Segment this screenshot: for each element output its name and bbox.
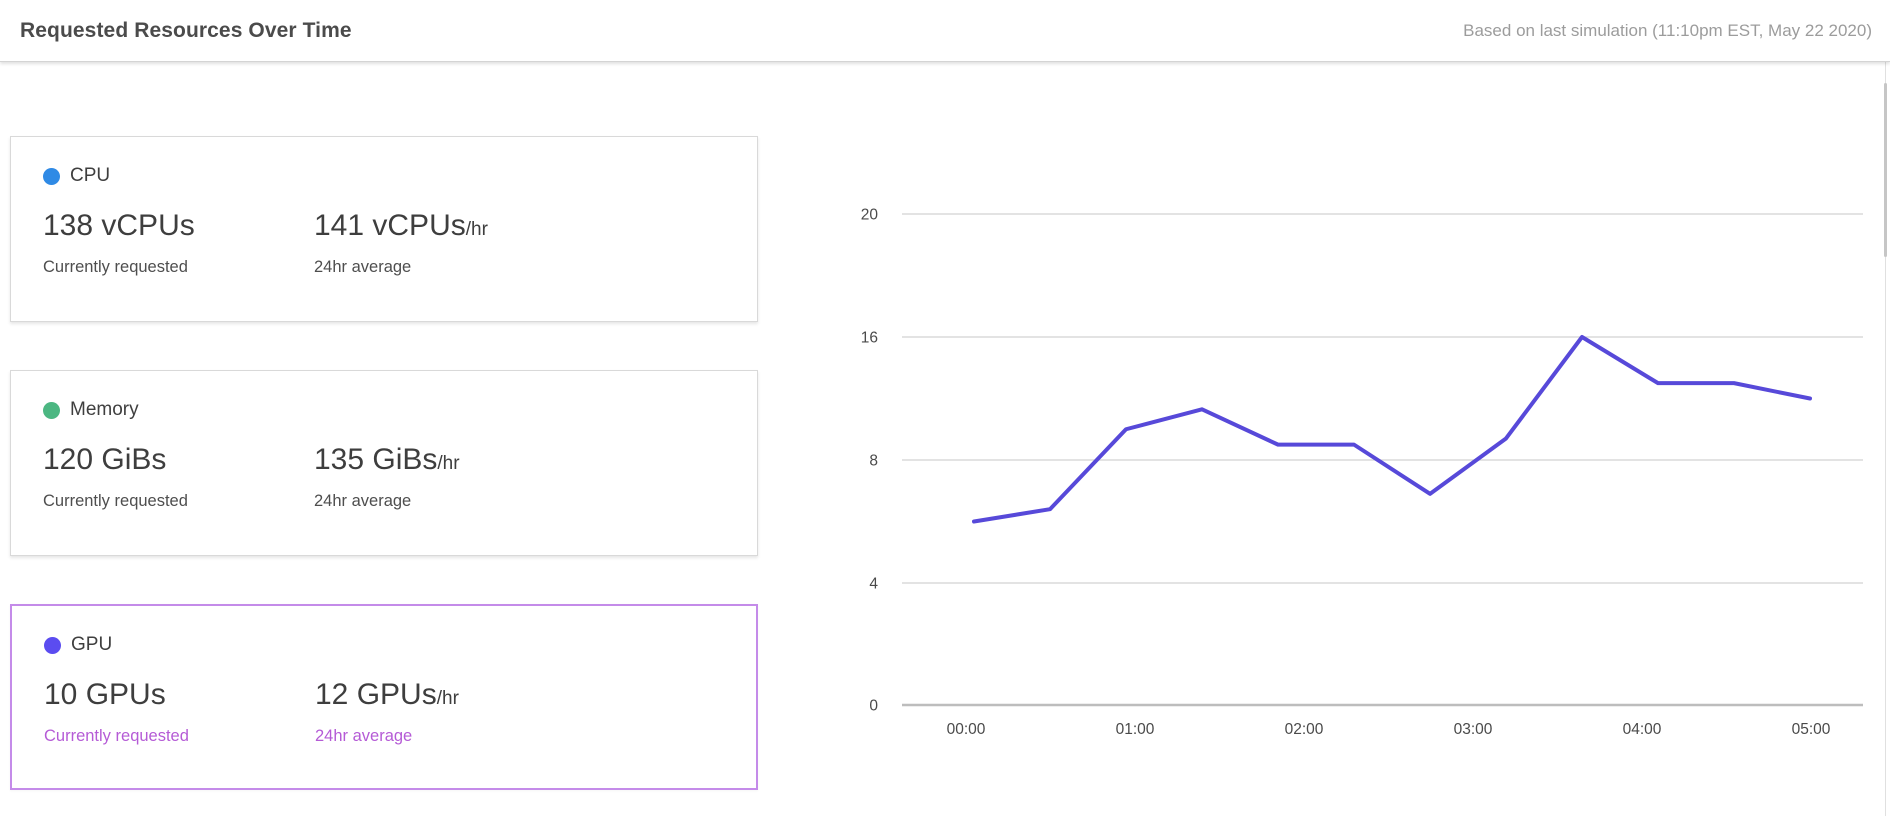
card-values: 120 GiBs Currently requested 135 GiBs/hr…: [43, 443, 727, 511]
resource-card-gpu[interactable]: GPU 10 GPUs Currently requested 12 GPUs/…: [10, 604, 758, 790]
current-label: Currently requested: [43, 258, 188, 276]
current-label: Currently requested: [43, 492, 188, 510]
average-value: 141 vCPUs/hr: [314, 209, 488, 243]
card-values: 138 vCPUs Currently requested 141 vCPUs/…: [43, 209, 727, 277]
average-label: 24hr average: [314, 492, 412, 510]
card-header: GPU: [44, 634, 726, 656]
x-tick-label: 01:00: [1116, 721, 1155, 738]
x-tick-label: 03:00: [1454, 721, 1493, 738]
current-value: 10 GPUs: [44, 678, 166, 711]
current-value: 138 vCPUs: [43, 209, 195, 242]
y-tick-label: 0: [869, 698, 878, 715]
card-label: Memory: [70, 399, 139, 420]
y-tick-label: 16: [861, 330, 878, 347]
average-value: 135 GiBs/hr: [314, 443, 460, 477]
average-number: 135 GiBs: [314, 443, 438, 476]
card-header: CPU: [43, 165, 727, 187]
average-suffix: /hr: [437, 453, 460, 474]
average-value: 12 GPUs/hr: [315, 678, 459, 712]
x-tick-label: 04:00: [1623, 721, 1662, 738]
current-label: Currently requested: [44, 727, 189, 745]
average-suffix: /hr: [436, 688, 459, 709]
page-title: Requested Resources Over Time: [20, 18, 352, 42]
average-label: 24hr average: [314, 258, 412, 276]
cpu-dot-icon: [43, 167, 60, 185]
average-number: 141 vCPUs: [314, 209, 466, 242]
gpu-dot-icon: [44, 636, 61, 654]
card-label: GPU: [71, 634, 113, 655]
x-tick-label: 02:00: [1285, 721, 1324, 738]
y-tick-label: 4: [869, 576, 878, 593]
memory-dot-icon: [43, 401, 60, 419]
resource-card-cpu[interactable]: CPU 138 vCPUs Currently requested 141 vC…: [10, 136, 758, 322]
series-line-gpu-requested: [972, 335, 1812, 524]
card-values: 10 GPUs Currently requested 12 GPUs/hr 2…: [44, 678, 726, 746]
simulation-timestamp: Based on last simulation (11:10pm EST, M…: [1463, 20, 1872, 40]
scrollbar-track[interactable]: [1885, 0, 1886, 816]
card-header: Memory: [43, 399, 727, 421]
y-tick-label: 8: [869, 453, 878, 470]
current-value: 120 GiBs: [43, 443, 167, 476]
average-label: 24hr average: [315, 727, 413, 745]
scrollbar-thumb[interactable]: [1884, 83, 1887, 257]
x-tick-label: 05:00: [1792, 721, 1831, 738]
x-tick-label: 00:00: [947, 721, 986, 738]
average-number: 12 GPUs: [315, 678, 437, 711]
average-suffix: /hr: [465, 219, 488, 240]
header: Requested Resources Over Time Based on l…: [0, 0, 1890, 62]
y-tick-label: 20: [861, 207, 879, 224]
card-label: CPU: [70, 165, 111, 186]
resource-card-memory[interactable]: Memory 120 GiBs Currently requested 135 …: [10, 370, 758, 556]
